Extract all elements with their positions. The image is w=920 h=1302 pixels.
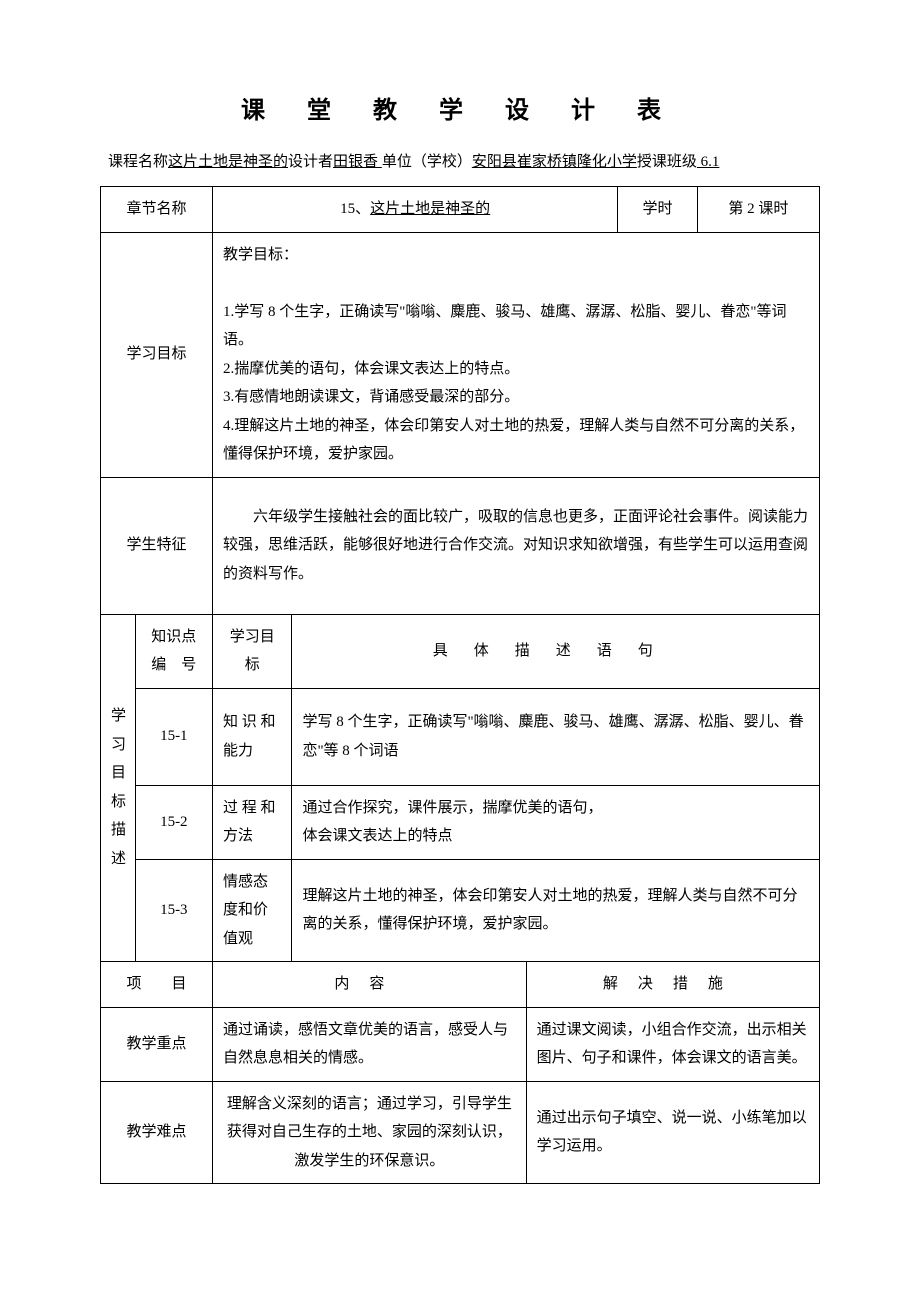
cell-b2-solution: 通过出示句子填空、说一说、小练笔加以学习运用。 (526, 1081, 819, 1184)
cell-d2-desc: 通过合作探究，课件展示，揣摩优美的语句， 体会课文表达上的特点 (292, 785, 820, 859)
main-table: 章节名称 15、这片土地是神圣的 学时 第 2 课时 学习目标 教学目标： 1.… (100, 186, 820, 1184)
val-course: 这片土地是神圣的 (168, 154, 288, 170)
cell-bh-1: 项 目 (101, 962, 213, 1008)
cell-d3-num: 15-3 (135, 859, 212, 962)
row-goals: 学习目标 教学目标： 1.学写 8 个生字，正确读写"嗡嗡、麋鹿、骏马、雄鹰、潺… (101, 232, 820, 477)
cell-b1-content: 通过诵读，感悟文章优美的语言，感受人与自然息息相关的情感。 (213, 1007, 527, 1081)
val-designer: 田银香 (333, 154, 382, 170)
chapter-underlined: 这片土地是神圣的 (370, 201, 490, 217)
cell-hours-value: 第 2 课时 (697, 187, 819, 233)
cell-b2-label: 教学难点 (101, 1081, 213, 1184)
cell-desc-h2: 学习目标 (213, 614, 292, 688)
goals-header: 教学目标： (223, 241, 809, 270)
cell-bh-2: 内容 (213, 962, 527, 1008)
vlabel-3: 目 (111, 759, 125, 788)
row-desc-header: 学 习 目 标 描 述 知识点编 号 学习目标 具体描述语句 (101, 614, 820, 688)
cell-d2-goal: 过 程 和方法 (213, 785, 292, 859)
vlabel-1: 学 (111, 702, 125, 731)
cell-students-label: 学生特征 (101, 477, 213, 614)
vlabel-5: 描 (111, 816, 125, 845)
page-container: 课 堂 教 学 设 计 表 课程名称这片土地是神圣的设计者田银香 单位（学校）安… (0, 0, 920, 1302)
cell-d3-goal: 情感态度和价值观 (213, 859, 292, 962)
goals-item-3: 3.有感情地朗读课文，背诵感受最深的部分。 (223, 383, 809, 412)
cell-goals-body: 教学目标： 1.学写 8 个生字，正确读写"嗡嗡、麋鹿、骏马、雄鹰、潺潺、松脂、… (213, 232, 820, 477)
row-students: 学生特征 六年级学生接触社会的面比较广，吸取的信息也更多，正面评论社会事件。阅读… (101, 477, 820, 614)
cell-hours-label: 学时 (618, 187, 697, 233)
goals-item-4: 4.理解这片土地的神圣，体会印第安人对土地的热爱，理解人类与自然不可分离的关系，… (223, 412, 809, 469)
cell-desc-h3: 具体描述语句 (292, 614, 820, 688)
cell-d1-desc: 学写 8 个生字，正确读写"嗡嗡、麋鹿、骏马、雄鹰、潺潺、松脂、婴儿、眷恋"等 … (292, 688, 820, 785)
cell-chapter-title: 15、这片土地是神圣的 (213, 187, 618, 233)
subtitle-line: 课程名称这片土地是神圣的设计者田银香 单位（学校）安阳县崔家桥镇隆化小学授课班级… (100, 149, 820, 176)
row-bottom-1: 教学重点 通过诵读，感悟文章优美的语言，感受人与自然息息相关的情感。 通过课文阅… (101, 1007, 820, 1081)
val-class: 6.1 (697, 154, 720, 170)
cell-d1-goal: 知 识 和能力 (213, 688, 292, 785)
lbl-unit: 单位（学校） (382, 154, 472, 170)
students-text: 六年级学生接触社会的面比较广，吸取的信息也更多，正面评论社会事件。阅读能力较强，… (223, 503, 809, 589)
row-desc-2: 15-2 过 程 和方法 通过合作探究，课件展示，揣摩优美的语句， 体会课文表达… (101, 785, 820, 859)
lbl-designer: 设计者 (288, 154, 333, 170)
page-title: 课 堂 教 学 设 计 表 (100, 90, 820, 125)
cell-desc-vertical: 学 习 目 标 描 述 (101, 614, 136, 962)
cell-b2-content: 理解含义深刻的语言；通过学习，引导学生获得对自己生存的土地、家园的深刻认识，激发… (213, 1081, 527, 1184)
row-desc-1: 15-1 知 识 和能力 学写 8 个生字，正确读写"嗡嗡、麋鹿、骏马、雄鹰、潺… (101, 688, 820, 785)
goals-item-2: 2.揣摩优美的语句，体会课文表达上的特点。 (223, 355, 809, 384)
lbl-course: 课程名称 (108, 154, 168, 170)
lbl-class: 授课班级 (637, 154, 697, 170)
row-chapter: 章节名称 15、这片土地是神圣的 学时 第 2 课时 (101, 187, 820, 233)
vlabel-6: 述 (111, 845, 125, 874)
cell-students-body: 六年级学生接触社会的面比较广，吸取的信息也更多，正面评论社会事件。阅读能力较强，… (213, 477, 820, 614)
cell-d3-desc: 理解这片土地的神圣，体会印第安人对土地的热爱，理解人类与自然不可分离的关系，懂得… (292, 859, 820, 962)
val-unit: 安阳县崔家桥镇隆化小学 (472, 154, 637, 170)
goals-item-1: 1.学写 8 个生字，正确读写"嗡嗡、麋鹿、骏马、雄鹰、潺潺、松脂、婴儿、眷恋"… (223, 298, 809, 355)
cell-desc-h1: 知识点编 号 (135, 614, 212, 688)
row-bottom-2: 教学难点 理解含义深刻的语言；通过学习，引导学生获得对自己生存的土地、家园的深刻… (101, 1081, 820, 1184)
row-desc-3: 15-3 情感态度和价值观 理解这片土地的神圣，体会印第安人对土地的热爱，理解人… (101, 859, 820, 962)
cell-b1-label: 教学重点 (101, 1007, 213, 1081)
cell-goals-label: 学习目标 (101, 232, 213, 477)
cell-b1-solution: 通过课文阅读，小组合作交流，出示相关图片、句子和课件，体会课文的语言美。 (526, 1007, 819, 1081)
cell-d2-num: 15-2 (135, 785, 212, 859)
cell-d1-num: 15-1 (135, 688, 212, 785)
chapter-prefix: 15、 (340, 201, 370, 217)
vlabel-4: 标 (111, 788, 125, 817)
cell-chapter-label: 章节名称 (101, 187, 213, 233)
cell-bh-3: 解决措施 (526, 962, 819, 1008)
row-bottom-header: 项 目 内容 解决措施 (101, 962, 820, 1008)
vlabel-2: 习 (111, 731, 125, 760)
